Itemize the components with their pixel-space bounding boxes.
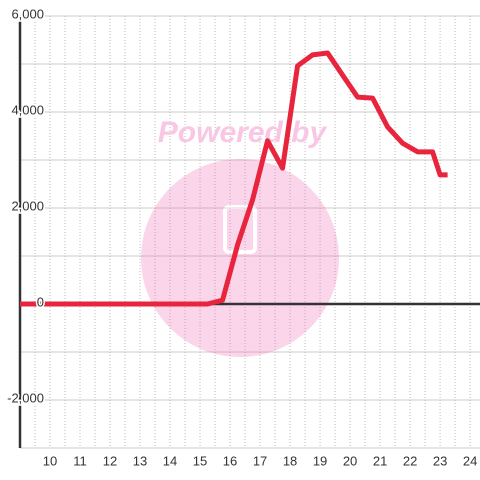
y-tick-label: 6,000 <box>11 6 44 21</box>
x-tick-label: 20 <box>343 453 357 468</box>
watermark-icon <box>223 205 257 254</box>
x-tick-label: 12 <box>103 453 117 468</box>
x-tick-label: 14 <box>163 453 177 468</box>
y-tick-label: 0 <box>37 294 44 309</box>
x-tick-label: 10 <box>43 453 57 468</box>
watermark-circle <box>141 159 339 357</box>
x-tick-label: 16 <box>223 453 237 468</box>
x-tick-label: 22 <box>403 453 417 468</box>
x-tick-label: 19 <box>313 453 327 468</box>
x-tick-label: 18 <box>283 453 297 468</box>
x-tick-label: 24 <box>463 453 477 468</box>
watermark-text: Powered by <box>158 116 328 149</box>
watermark <box>141 159 339 357</box>
y-tick-label: 2,000 <box>11 198 44 213</box>
grid <box>20 15 480 449</box>
x-tick-label: 23 <box>433 453 447 468</box>
x-tick-label: 11 <box>73 453 87 468</box>
y-tick-label: -2,000 <box>7 390 44 405</box>
line <box>20 50 448 307</box>
x-tick-label: 17 <box>253 453 267 468</box>
x-tick-label: 21 <box>373 453 387 468</box>
x-tick-label: 15 <box>193 453 207 468</box>
y-tick-label: 4,000 <box>11 102 44 117</box>
x-tick-label: 13 <box>133 453 147 468</box>
